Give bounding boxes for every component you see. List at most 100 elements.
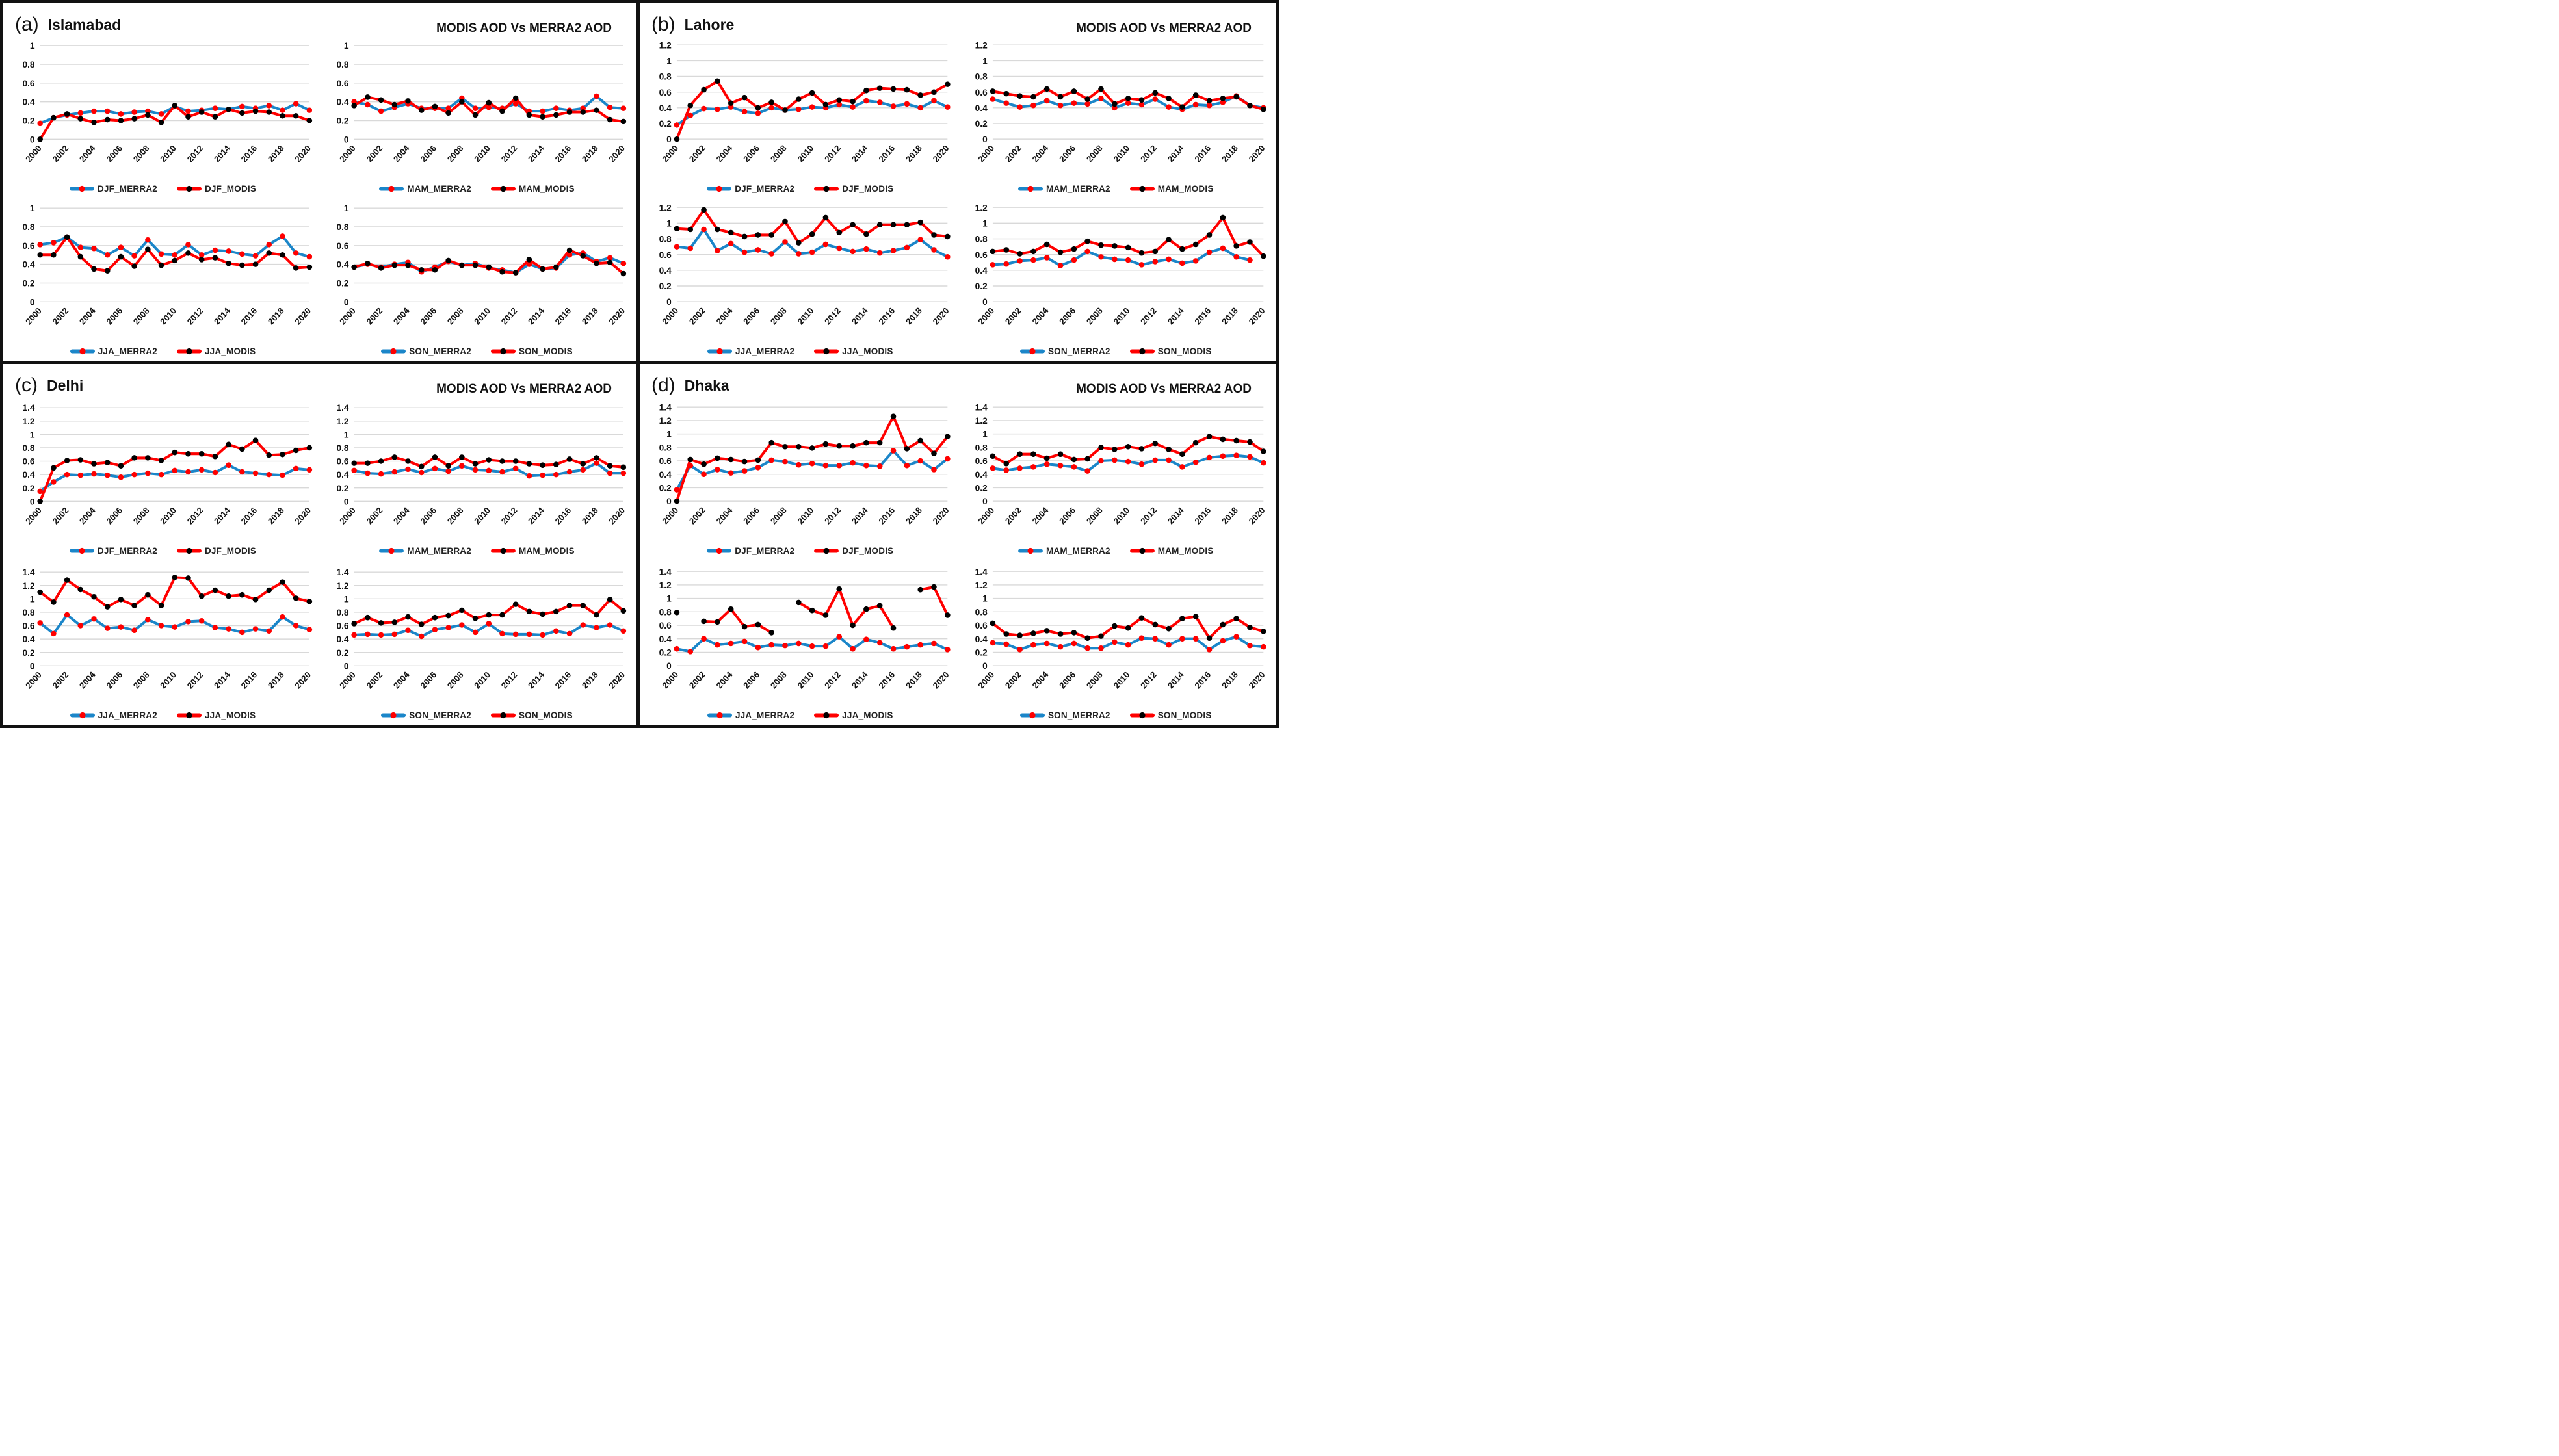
data-point-marker [1016, 92, 1023, 99]
data-point-marker [796, 96, 802, 102]
data-point-marker [77, 622, 84, 629]
y-tick-label: 0.8 [337, 60, 349, 70]
x-tick-label: 2018 [1220, 670, 1240, 690]
data-point-marker [890, 222, 897, 228]
legend-label: JJA_MODIS [204, 710, 256, 720]
data-point-marker [239, 110, 245, 116]
y-tick-label: 0.6 [975, 250, 987, 259]
data-point-marker [1125, 95, 1131, 101]
data-point-marker [1084, 96, 1090, 102]
data-point-marker [1125, 444, 1131, 450]
panel-title: MODIS AOD Vs MERRA2 AOD [1076, 382, 1252, 396]
data-point-marker [226, 248, 231, 254]
data-point-marker [715, 247, 720, 254]
data-point-marker [64, 612, 70, 618]
y-tick-label: 0.2 [975, 119, 987, 129]
data-point-marker [1030, 630, 1036, 636]
y-tick-label: 1.4 [337, 403, 349, 413]
data-point-marker [566, 456, 573, 462]
data-point-marker [674, 609, 680, 616]
panel-city: Delhi [46, 376, 84, 394]
data-point-marker [540, 611, 545, 618]
data-point-marker [1151, 621, 1158, 627]
data-point-marker [566, 252, 573, 258]
data-point-marker [917, 642, 923, 647]
data-point-marker [131, 263, 137, 269]
data-point-marker [782, 107, 788, 113]
data-point-marker [1138, 446, 1144, 452]
data-point-marker [540, 108, 545, 114]
data-point-marker [1097, 254, 1104, 260]
data-point-marker [931, 98, 937, 103]
data-point-marker [405, 262, 411, 268]
data-point-marker [280, 579, 285, 585]
data-point-marker [1138, 261, 1144, 268]
x-tick-label: 2010 [158, 143, 178, 164]
x-tick-label: 2004 [391, 143, 412, 164]
data-point-marker [1192, 241, 1199, 247]
data-point-marker [1084, 456, 1090, 462]
x-tick-label: 2018 [580, 306, 600, 326]
data-point-marker [540, 462, 545, 469]
data-point-marker [185, 618, 191, 625]
panel-lahore: (b) Lahore MODIS AOD Vs MERRA2 AOD 1.2 1 0… [640, 3, 1276, 364]
data-point-marker [1192, 257, 1199, 264]
y-tick-label: 0 [982, 661, 988, 671]
data-point-marker [1071, 640, 1077, 646]
y-tick-label: 0.4 [23, 259, 35, 269]
data-point-marker [1151, 258, 1158, 265]
subplot-delhi-son: 1.4 1.2 1 0.8 0.6 0.4 0.2 0 2000 2002 2004 2006 2008… [325, 560, 629, 724]
x-tick-label: 2016 [876, 670, 897, 690]
data-point-marker [687, 112, 694, 118]
data-point-marker [1151, 90, 1158, 96]
data-point-marker [1206, 231, 1212, 238]
data-point-marker [1151, 440, 1158, 447]
data-point-marker [459, 262, 465, 268]
x-tick-label: 2018 [1220, 143, 1240, 164]
subplot-islamabad-mam: 1 0.8 0.6 0.4 0.2 0 2000 2002 2004 2006 2008 2010 20… [325, 34, 629, 197]
data-point-marker [118, 624, 124, 630]
data-point-marker [809, 643, 815, 649]
x-tick-label: 2008 [131, 670, 151, 690]
x-tick-label: 2016 [876, 505, 897, 526]
y-tick-label: 0.4 [23, 470, 35, 480]
data-point-marker [226, 441, 231, 448]
y-tick-label: 0.8 [337, 222, 349, 232]
data-point-marker [472, 615, 479, 621]
y-tick-label: 0.6 [337, 241, 349, 251]
merra2-legend-swatch-icon [379, 185, 404, 192]
x-tick-label: 2006 [741, 143, 761, 164]
data-point-marker [687, 245, 694, 251]
data-point-marker [1084, 645, 1090, 651]
y-tick-label: 0.4 [337, 634, 349, 644]
data-point-marker [239, 103, 245, 109]
subplot-dhaka-djf: 1.4 1.2 1 0.8 0.6 0.4 0.2 0 2000 2002 2004 2006 2008… [648, 395, 953, 560]
data-point-marker [418, 107, 425, 113]
data-point-marker [715, 78, 720, 84]
modis-legend-swatch-icon [814, 185, 839, 192]
x-tick-label: 2000 [337, 143, 358, 164]
data-point-marker [280, 252, 285, 258]
data-point-marker [931, 246, 937, 253]
data-point-marker [1111, 242, 1118, 249]
data-point-marker [1179, 464, 1185, 470]
data-point-marker [351, 102, 357, 109]
x-tick-label: 2004 [77, 505, 98, 526]
data-point-marker [594, 455, 599, 461]
legend-label: JJA_MERRA2 [98, 710, 157, 720]
data-point-marker [198, 593, 205, 599]
x-tick-label: 2006 [418, 306, 438, 326]
data-point-marker [1084, 248, 1090, 254]
data-point-marker [280, 107, 285, 113]
data-point-marker [620, 270, 627, 277]
data-point-marker [459, 454, 465, 460]
data-point-marker [1125, 642, 1131, 647]
data-point-marker [890, 103, 897, 109]
data-point-marker [728, 470, 734, 476]
y-tick-label: 0.6 [337, 79, 349, 88]
x-tick-label: 2008 [445, 506, 466, 526]
y-tick-label: 1.2 [975, 580, 987, 590]
